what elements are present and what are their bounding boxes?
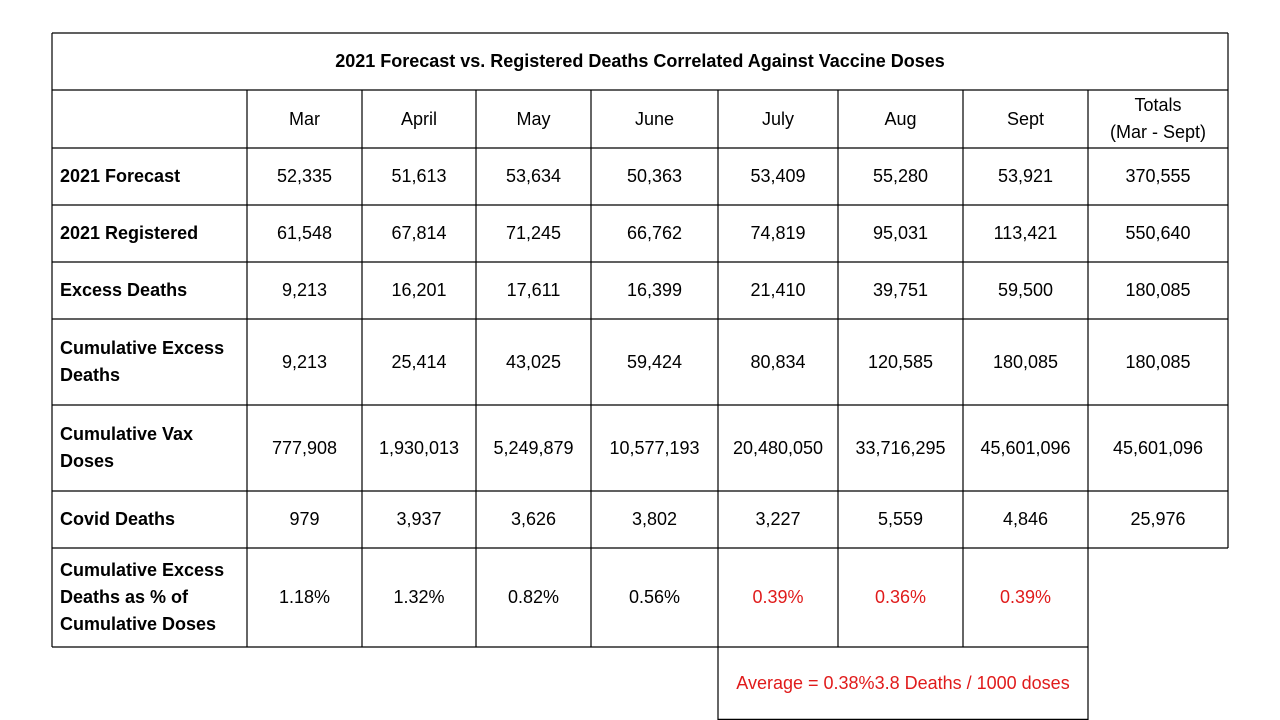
table-cell: 370,555 [1125,166,1191,186]
table-cell: 113,421 [993,223,1058,243]
column-header: May [516,108,551,129]
table-cell: 61,548 [276,223,333,243]
table-cell: 180,085 [1125,280,1191,300]
table-cell: 53,921 [997,166,1054,186]
column-header: Sept [1006,108,1045,129]
row-label: Covid Deaths [60,509,176,529]
table-cell: 17,611 [506,280,561,300]
table-cell: 10,577,193 [609,437,700,458]
table-cell: 51,613 [391,166,447,186]
column-header: July [761,108,794,129]
table-cell: 120,585 [867,351,934,372]
table-title: 2021 Forecast vs. Registered Deaths Corr… [335,51,945,71]
average-summary: Average = 0.38% 3.8 Deaths / 1000 doses [718,647,1088,720]
table-cell: 16,399 [626,280,683,300]
table-cell: 5,559 [877,509,924,529]
table-cell: 9,213 [281,351,328,372]
row-label: Cumulative Vax Doses [60,424,194,471]
column-header: Mar [289,108,320,129]
average-summary-line2: 3.8 Deaths / 1000 doses [874,673,1070,693]
table-cell: 39,751 [872,280,929,300]
table-cell: 4,846 [1002,509,1049,529]
table-cell: 45,601,096 [1112,437,1204,458]
column-header: April [400,108,437,129]
row-label: Cumulative Excess Deaths as % of Cumulat… [60,560,225,634]
table-cell: 0.56% [628,587,681,607]
table-cell: 0.39% [752,587,804,607]
table-cell: 3,937 [396,509,442,529]
table-cell: 3,626 [510,509,557,529]
table-cell: 53,409 [750,166,806,186]
row-label: Excess Deaths [60,280,188,300]
table-cell: 74,819 [750,223,806,243]
table-cell: 777,908 [271,437,338,458]
row-label: 2021 Registered [60,223,199,243]
average-summary-line1: Average = 0.38% [736,673,875,693]
table-cell: 71,245 [505,223,562,243]
table-cell: 59,500 [997,280,1054,300]
table-cell: 59,424 [626,351,683,372]
table-cell: 3,227 [755,509,801,529]
table-cell: 33,716,295 [855,437,946,458]
table-cell: 180,085 [992,351,1059,372]
table-cell: 9,213 [281,280,328,300]
table-cell: 66,762 [626,223,683,243]
table-cell: 3,802 [631,509,678,529]
table-cell: 43,025 [505,351,562,372]
table-cell: 80,834 [750,351,806,372]
table-cell: 50,363 [626,166,683,186]
table-cell: 180,085 [1125,351,1191,372]
table-cell: 55,280 [872,166,929,186]
table-cell: 550,640 [1125,223,1191,243]
column-header: Aug [884,108,917,129]
table-cell: 16,201 [391,280,447,300]
row-label: Cumulative Excess Deaths [60,338,225,385]
row-label: 2021 Forecast [60,166,181,186]
table-cell: 979 [289,509,320,529]
table-cell: 25,976 [1130,509,1186,529]
table-cell: 45,601,096 [980,437,1071,458]
table-cell: 1.32% [393,587,445,607]
table-cell: 95,031 [872,223,929,243]
table-cell: 5,249,879 [493,437,574,458]
table-cell: 0.39% [999,587,1052,607]
table-cell: 67,814 [391,223,447,243]
table-cell: 20,480,050 [732,437,824,458]
column-header: June [634,108,675,129]
column-header: Totals (Mar - Sept) [1109,95,1206,142]
table-cell: 1,930,013 [378,437,460,458]
table-cell: 0.82% [507,587,560,607]
table-cell: 52,335 [276,166,333,186]
table-cell: 25,414 [391,351,447,372]
table-cell: 53,634 [505,166,562,186]
table-cell: 0.36% [874,587,927,607]
table-cell: 1.18% [278,587,331,607]
table-cell: 21,410 [750,280,806,300]
